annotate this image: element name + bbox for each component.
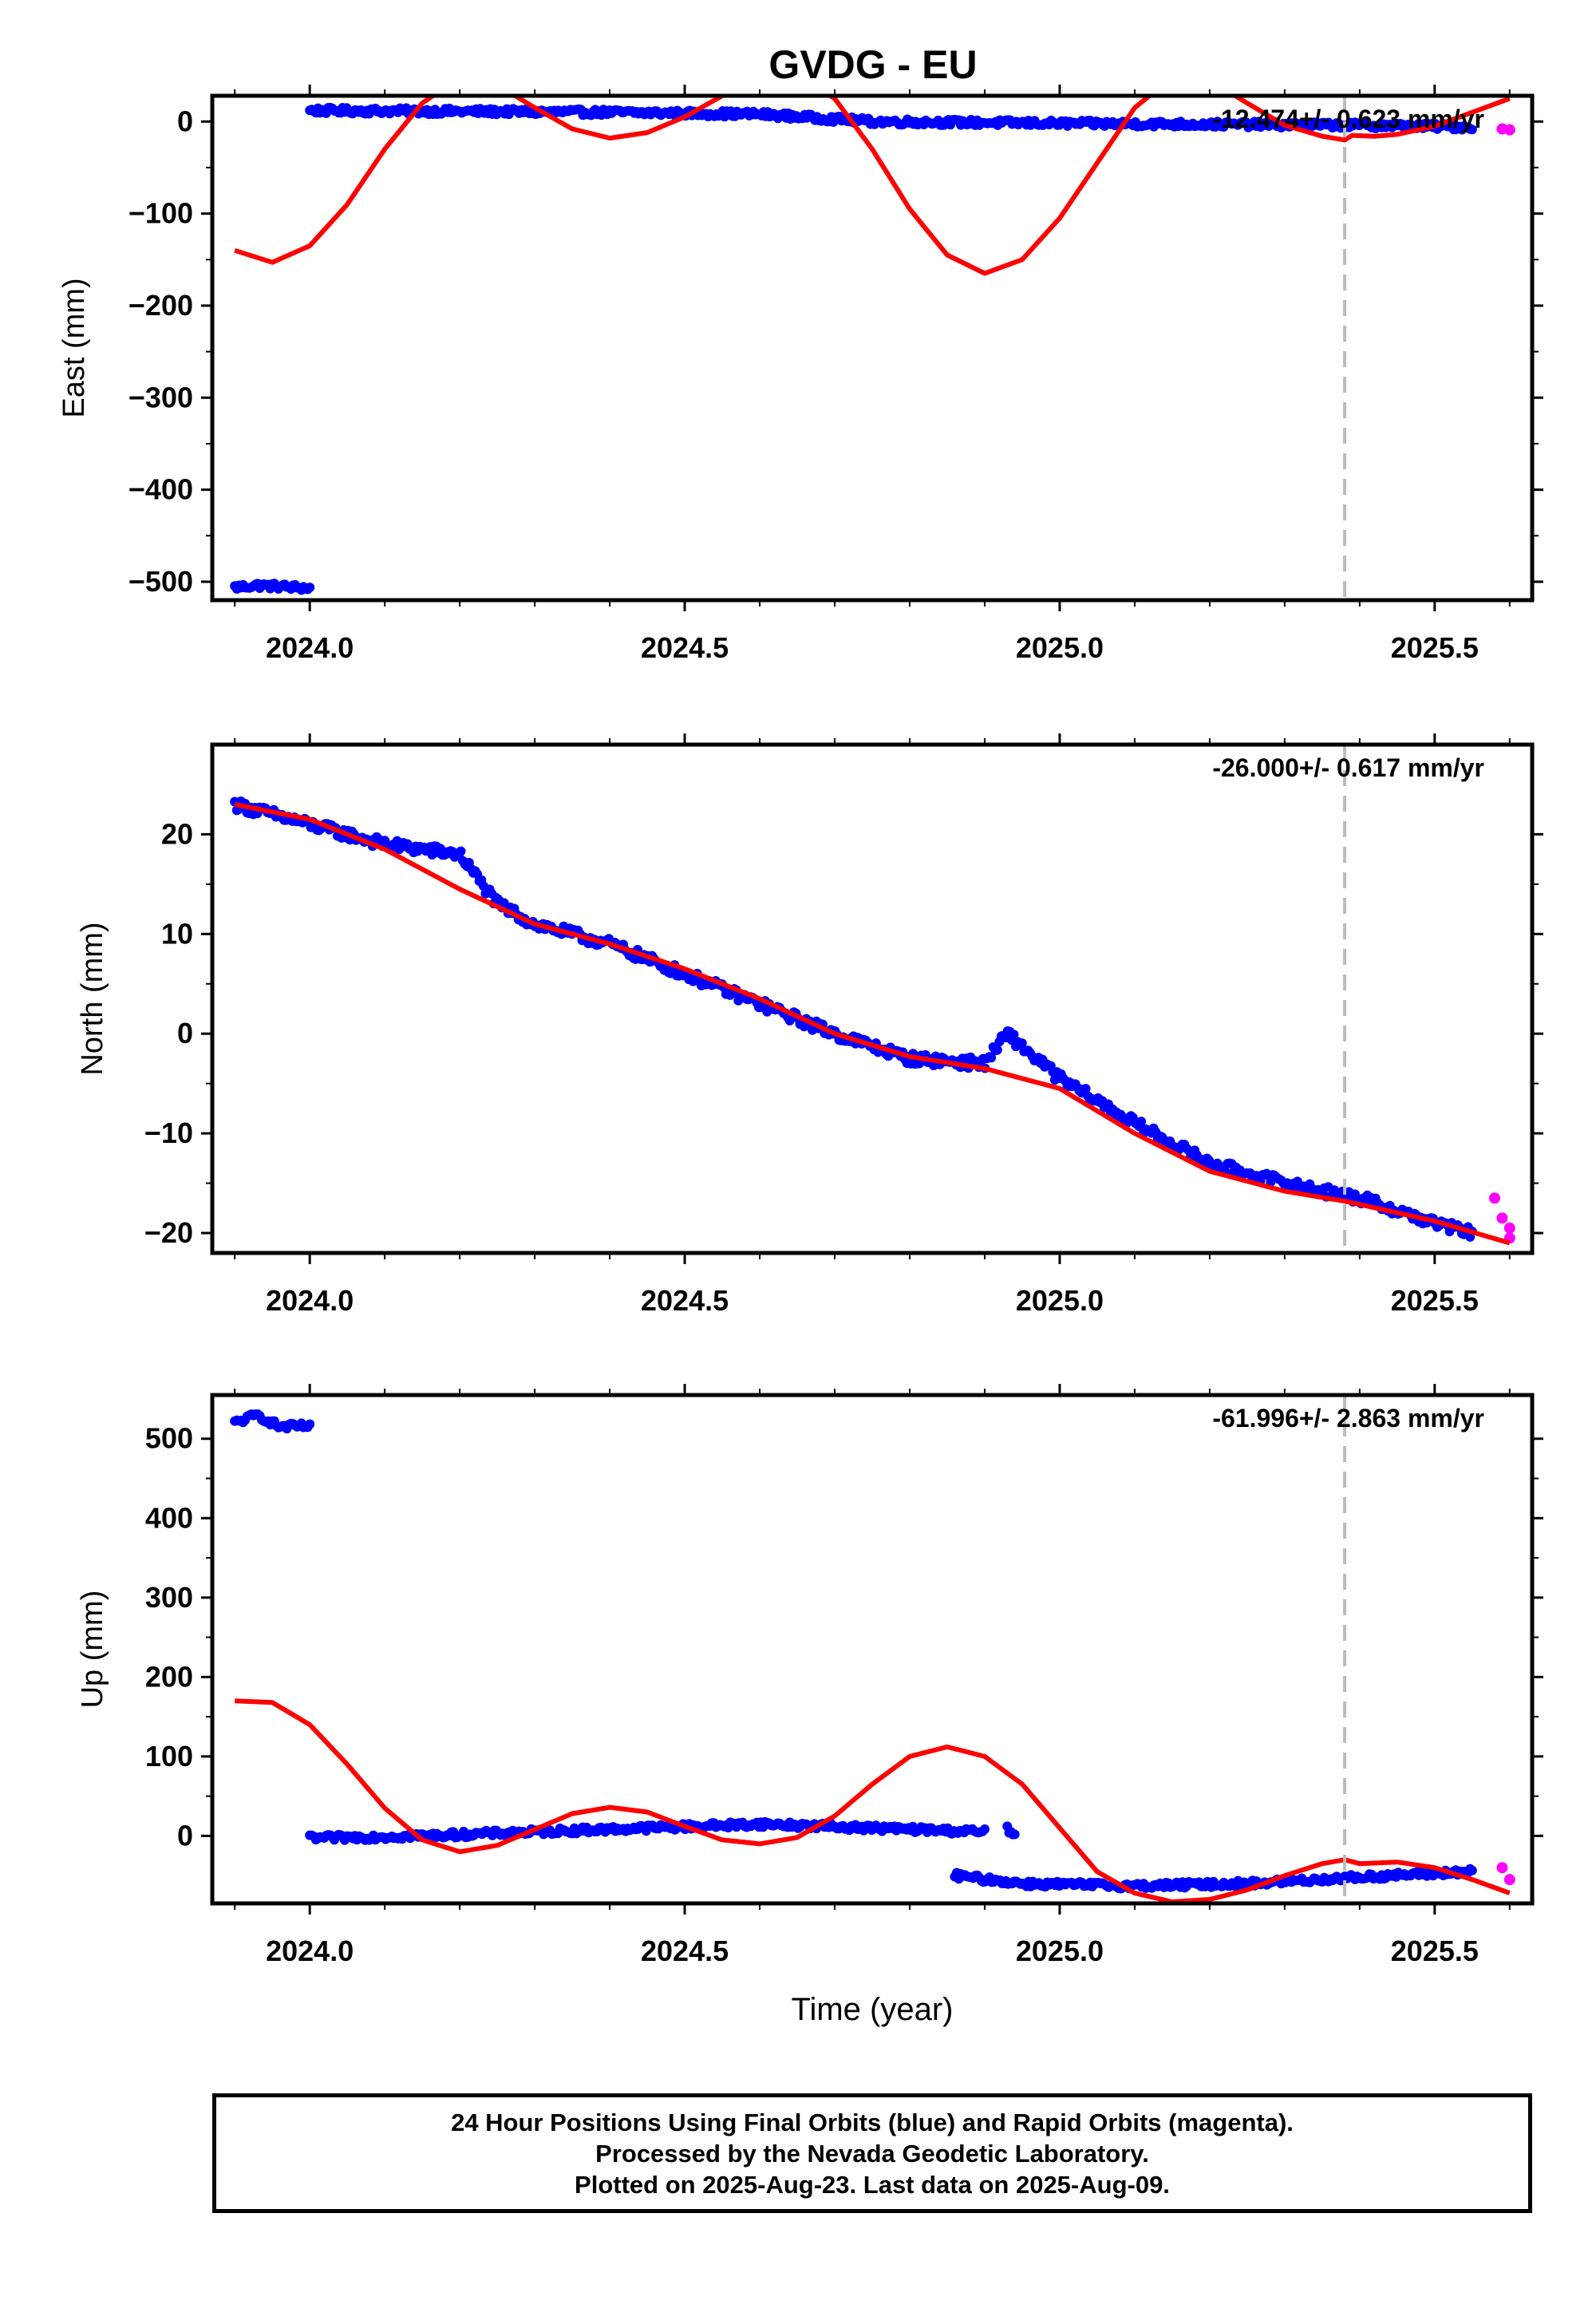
final-point <box>1080 1084 1091 1094</box>
final-point <box>1009 1829 1020 1840</box>
final-point <box>1467 1865 1477 1875</box>
y-tick-label: 400 <box>145 1501 193 1534</box>
model-curve <box>234 96 1511 276</box>
panel-east: 0 −100 −200 −300 −400 −500 2024.0 2024.5 2025.0 2… <box>57 85 1543 664</box>
x-tick-label: 2024.5 <box>641 1935 729 1967</box>
final-point <box>305 583 315 593</box>
panel-frame <box>210 93 1535 603</box>
final-point <box>456 846 466 856</box>
footer-note-box: 24 Hour Positions Using Final Orbits (bl… <box>212 2093 1532 2213</box>
footer-line-orbits: 24 Hour Positions Using Final Orbits (bl… <box>451 2108 1294 2136</box>
panel-frame <box>210 742 1535 1255</box>
rapid-point <box>1503 1222 1515 1234</box>
y-tick-label: 20 <box>161 817 193 850</box>
final-point <box>1009 1030 1019 1040</box>
x-axis-label: Time (year) <box>792 1992 954 2027</box>
final-point <box>305 1419 315 1429</box>
panel-data <box>230 796 1515 1246</box>
y-tick-label: 100 <box>145 1740 193 1773</box>
rapid-point <box>1496 1212 1508 1224</box>
y-tick-label: −500 <box>128 565 193 598</box>
y-tick-label: −100 <box>128 197 193 230</box>
y-tick-label: −200 <box>128 289 193 322</box>
y-tick-label: 200 <box>145 1660 193 1693</box>
y-tick-label: 0 <box>177 105 193 137</box>
x-tick-label: 2025.0 <box>1016 1284 1104 1317</box>
y-tick-label: 0 <box>177 1819 193 1852</box>
x-tick-label: 2025.5 <box>1391 1284 1479 1317</box>
y-tick-label: −20 <box>144 1216 193 1249</box>
final-point <box>980 1824 990 1834</box>
model-curve <box>235 1698 1511 1903</box>
panel-data <box>230 96 1515 595</box>
x-tick-label: 2024.0 <box>266 1935 354 1967</box>
chart-title: GVDG - EU <box>768 42 977 87</box>
rapid-point <box>1503 124 1515 136</box>
velocity-label: -26.000+/- 0.617 mm/yr <box>1212 753 1484 782</box>
panel-up: 500 400 300 200 100 0 2024.0 2024.5 2025.0 2025.5… <box>76 1384 1543 2027</box>
model-curve <box>234 801 1511 1246</box>
y-tick-label: 10 <box>161 917 193 950</box>
y-tick-label: −10 <box>144 1117 193 1149</box>
y-tick-label: −300 <box>128 381 193 413</box>
y-tick-label: 500 <box>145 1422 193 1455</box>
y-axis-label: East (mm) <box>57 278 91 417</box>
panel-data <box>230 1409 1515 1903</box>
velocity-label: -61.996+/- 2.863 mm/yr <box>1212 1404 1484 1433</box>
panel-north: 20 10 0 −10 −20 2024.0 2024.5 2025.0 2025.5 North… <box>76 733 1543 1317</box>
panel-frame <box>210 1393 1535 1906</box>
footer-line-dates: Plotted on 2025-Aug-23. Last data on 202… <box>575 2170 1170 2199</box>
rapid-point <box>1496 1862 1508 1874</box>
final-point <box>1136 1117 1147 1127</box>
rapid-point <box>1489 1192 1501 1204</box>
y-axis-label: Up (mm) <box>76 1591 109 1709</box>
x-tick-label: 2025.0 <box>1016 631 1104 664</box>
y-tick-label: 300 <box>145 1581 193 1614</box>
final-point <box>1017 1038 1027 1049</box>
final-point <box>986 1053 997 1063</box>
x-tick-label: 2025.5 <box>1391 631 1479 664</box>
rapid-point <box>1503 1874 1515 1886</box>
y-tick-label: 0 <box>177 1017 193 1049</box>
x-tick-label: 2024.5 <box>641 631 729 664</box>
velocity-label: -12.474+/- 0.623 mm/yr <box>1212 105 1484 133</box>
final-point <box>992 1045 1002 1055</box>
x-tick-label: 2024.5 <box>641 1284 729 1317</box>
y-axis-label: North (mm) <box>76 922 109 1075</box>
x-tick-label: 2025.0 <box>1016 1935 1104 1967</box>
x-tick-label: 2024.0 <box>266 631 354 664</box>
footer-line-processor: Processed by the Nevada Geodetic Laborat… <box>595 2139 1149 2168</box>
x-tick-label: 2025.5 <box>1391 1935 1479 1967</box>
final-point <box>1467 124 1477 135</box>
x-tick-label: 2024.0 <box>266 1284 354 1317</box>
y-tick-label: −400 <box>128 473 193 506</box>
